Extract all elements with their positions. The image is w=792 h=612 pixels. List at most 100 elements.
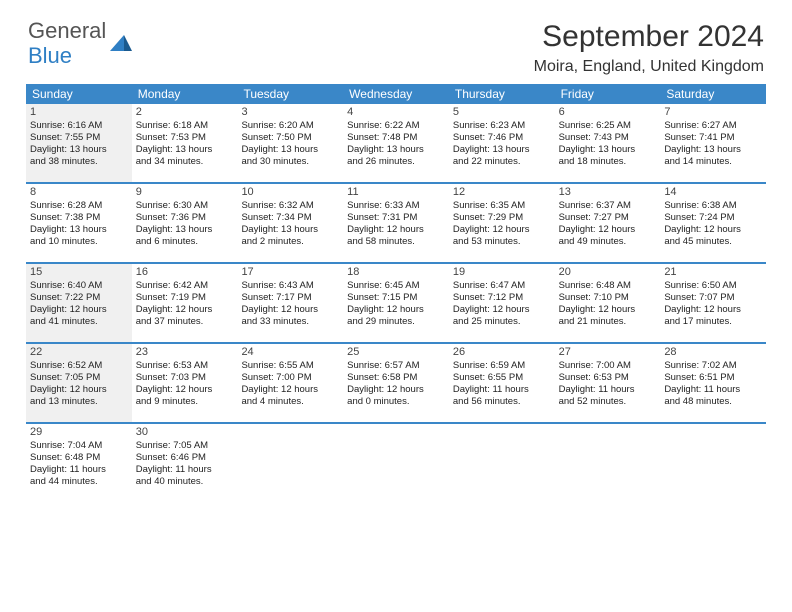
day-detail-line: Daylight: 13 hours: [241, 144, 339, 156]
day-detail-line: Daylight: 12 hours: [347, 384, 445, 396]
logo-triangle-icon: [110, 33, 132, 51]
month-title: September 2024: [534, 20, 764, 54]
day-detail-line: Sunset: 7:38 PM: [30, 212, 128, 224]
day-cell: 10Sunrise: 6:32 AMSunset: 7:34 PMDayligh…: [237, 184, 343, 262]
day-number: 17: [241, 266, 339, 278]
day-detail-line: Sunrise: 6:45 AM: [347, 280, 445, 292]
day-cell: 4Sunrise: 6:22 AMSunset: 7:48 PMDaylight…: [343, 104, 449, 182]
day-detail-line: and 34 minutes.: [136, 156, 234, 168]
day-detail-line: Sunset: 7:55 PM: [30, 132, 128, 144]
day-cell: 9Sunrise: 6:30 AMSunset: 7:36 PMDaylight…: [132, 184, 238, 262]
day-detail-line: Daylight: 12 hours: [241, 384, 339, 396]
day-header: Thursday: [449, 84, 555, 104]
day-detail-line: Sunset: 6:58 PM: [347, 372, 445, 384]
day-number: 6: [559, 106, 657, 118]
day-detail-line: and 33 minutes.: [241, 316, 339, 328]
day-detail-line: and 18 minutes.: [559, 156, 657, 168]
day-detail-line: Sunset: 7:53 PM: [136, 132, 234, 144]
day-detail-line: Daylight: 12 hours: [136, 384, 234, 396]
day-detail-line: Daylight: 12 hours: [347, 304, 445, 316]
day-detail-line: Sunset: 7:24 PM: [664, 212, 762, 224]
empty-cell: [237, 424, 343, 502]
day-cell: 23 Sunrise: 6:53 AMSunset: 7:03 PMDayligh…: [132, 344, 238, 422]
day-detail-line: Daylight: 12 hours: [664, 224, 762, 236]
day-number: 1: [30, 106, 128, 118]
day-detail-line: Daylight: 12 hours: [453, 304, 551, 316]
empty-cell: [555, 424, 661, 502]
logo-text-2: Blue: [28, 43, 72, 68]
day-header: Wednesday: [343, 84, 449, 104]
day-header: Saturday: [660, 84, 766, 104]
day-detail-line: Daylight: 13 hours: [241, 224, 339, 236]
day-detail-line: Daylight: 13 hours: [136, 224, 234, 236]
day-detail-line: Sunrise: 6:53 AM: [136, 360, 234, 372]
day-cell: 22Sunrise: 6:52 AMSunset: 7:05 PMDayligh…: [26, 344, 132, 422]
day-detail-line: and 52 minutes.: [559, 396, 657, 408]
day-cell: 17Sunrise: 6:43 AMSunset: 7:17 PMDayligh…: [237, 264, 343, 342]
day-detail-line: Sunrise: 7:05 AM: [136, 440, 234, 452]
day-detail-line: Sunrise: 6:23 AM: [453, 120, 551, 132]
day-number: 14: [664, 186, 762, 198]
day-number: 20: [559, 266, 657, 278]
day-detail-line: and 53 minutes.: [453, 236, 551, 248]
day-number: 21: [664, 266, 762, 278]
day-detail-line: Daylight: 13 hours: [30, 224, 128, 236]
day-detail-line: and 25 minutes.: [453, 316, 551, 328]
day-cell: 12Sunrise: 6:35 AMSunset: 7:29 PMDayligh…: [449, 184, 555, 262]
day-number: 13: [559, 186, 657, 198]
day-number: 27: [559, 346, 657, 358]
day-detail-line: and 48 minutes.: [664, 396, 762, 408]
day-cell: 29Sunrise: 7:04 AMSunset: 6:48 PMDayligh…: [26, 424, 132, 502]
day-detail-line: Sunrise: 6:25 AM: [559, 120, 657, 132]
day-detail-line: Sunset: 7:03 PM: [136, 372, 234, 384]
day-detail-line: Sunrise: 6:50 AM: [664, 280, 762, 292]
day-detail-line: Sunrise: 6:55 AM: [241, 360, 339, 372]
day-detail-line: Daylight: 13 hours: [453, 144, 551, 156]
day-cell: 11Sunrise: 6:33 AMSunset: 7:31 PMDayligh…: [343, 184, 449, 262]
day-number: 28: [664, 346, 762, 358]
day-detail-line: and 21 minutes.: [559, 316, 657, 328]
day-number: 15: [30, 266, 128, 278]
day-detail-line: Sunrise: 6:47 AM: [453, 280, 551, 292]
day-detail-line: Sunset: 6:46 PM: [136, 452, 234, 464]
day-detail-line: Daylight: 12 hours: [241, 304, 339, 316]
day-detail-line: Daylight: 12 hours: [347, 224, 445, 236]
day-number: 10: [241, 186, 339, 198]
day-cell: 6Sunrise: 6:25 AMSunset: 7:43 PMDaylight…: [555, 104, 661, 182]
day-detail-line: Sunset: 6:53 PM: [559, 372, 657, 384]
day-detail-line: Sunrise: 7:04 AM: [30, 440, 128, 452]
day-cell: 16Sunrise: 6:42 AMSunset: 7:19 PMDayligh…: [132, 264, 238, 342]
day-detail-line: Sunset: 7:36 PM: [136, 212, 234, 224]
day-number: 26: [453, 346, 551, 358]
day-detail-line: Sunrise: 7:00 AM: [559, 360, 657, 372]
day-number: 8: [30, 186, 128, 198]
day-detail-line: and 44 minutes.: [30, 476, 128, 488]
day-number: 23: [136, 346, 234, 358]
day-number: 18: [347, 266, 445, 278]
week-row: 29Sunrise: 7:04 AMSunset: 6:48 PMDayligh…: [26, 424, 766, 502]
day-cell: 18Sunrise: 6:45 AMSunset: 7:15 PMDayligh…: [343, 264, 449, 342]
day-number: 25: [347, 346, 445, 358]
calendar-header-row: SundayMondayTuesdayWednesdayThursdayFrid…: [26, 84, 766, 104]
day-detail-line: Sunset: 7:10 PM: [559, 292, 657, 304]
day-detail-line: Sunrise: 6:22 AM: [347, 120, 445, 132]
logo-text-1: General: [28, 18, 106, 43]
week-row: 8Sunrise: 6:28 AMSunset: 7:38 PMDaylight…: [26, 184, 766, 264]
day-detail-line: Sunrise: 6:37 AM: [559, 200, 657, 212]
day-detail-line: and 17 minutes.: [664, 316, 762, 328]
day-detail-line: Sunset: 7:05 PM: [30, 372, 128, 384]
day-cell: 5Sunrise: 6:23 AMSunset: 7:46 PMDaylight…: [449, 104, 555, 182]
day-detail-line: and 26 minutes.: [347, 156, 445, 168]
day-detail-line: and 14 minutes.: [664, 156, 762, 168]
day-cell: 15Sunrise: 6:40 AMSunset: 7:22 PMDayligh…: [26, 264, 132, 342]
day-detail-line: Sunset: 7:50 PM: [241, 132, 339, 144]
day-detail-line: Sunrise: 6:57 AM: [347, 360, 445, 372]
day-number: 7: [664, 106, 762, 118]
day-detail-line: Sunset: 6:51 PM: [664, 372, 762, 384]
week-row: 15Sunrise: 6:40 AMSunset: 7:22 PMDayligh…: [26, 264, 766, 344]
day-detail-line: Daylight: 13 hours: [136, 144, 234, 156]
day-number: 19: [453, 266, 551, 278]
empty-cell: [660, 424, 766, 502]
day-cell: 3Sunrise: 6:20 AMSunset: 7:50 PMDaylight…: [237, 104, 343, 182]
day-cell: 8Sunrise: 6:28 AMSunset: 7:38 PMDaylight…: [26, 184, 132, 262]
